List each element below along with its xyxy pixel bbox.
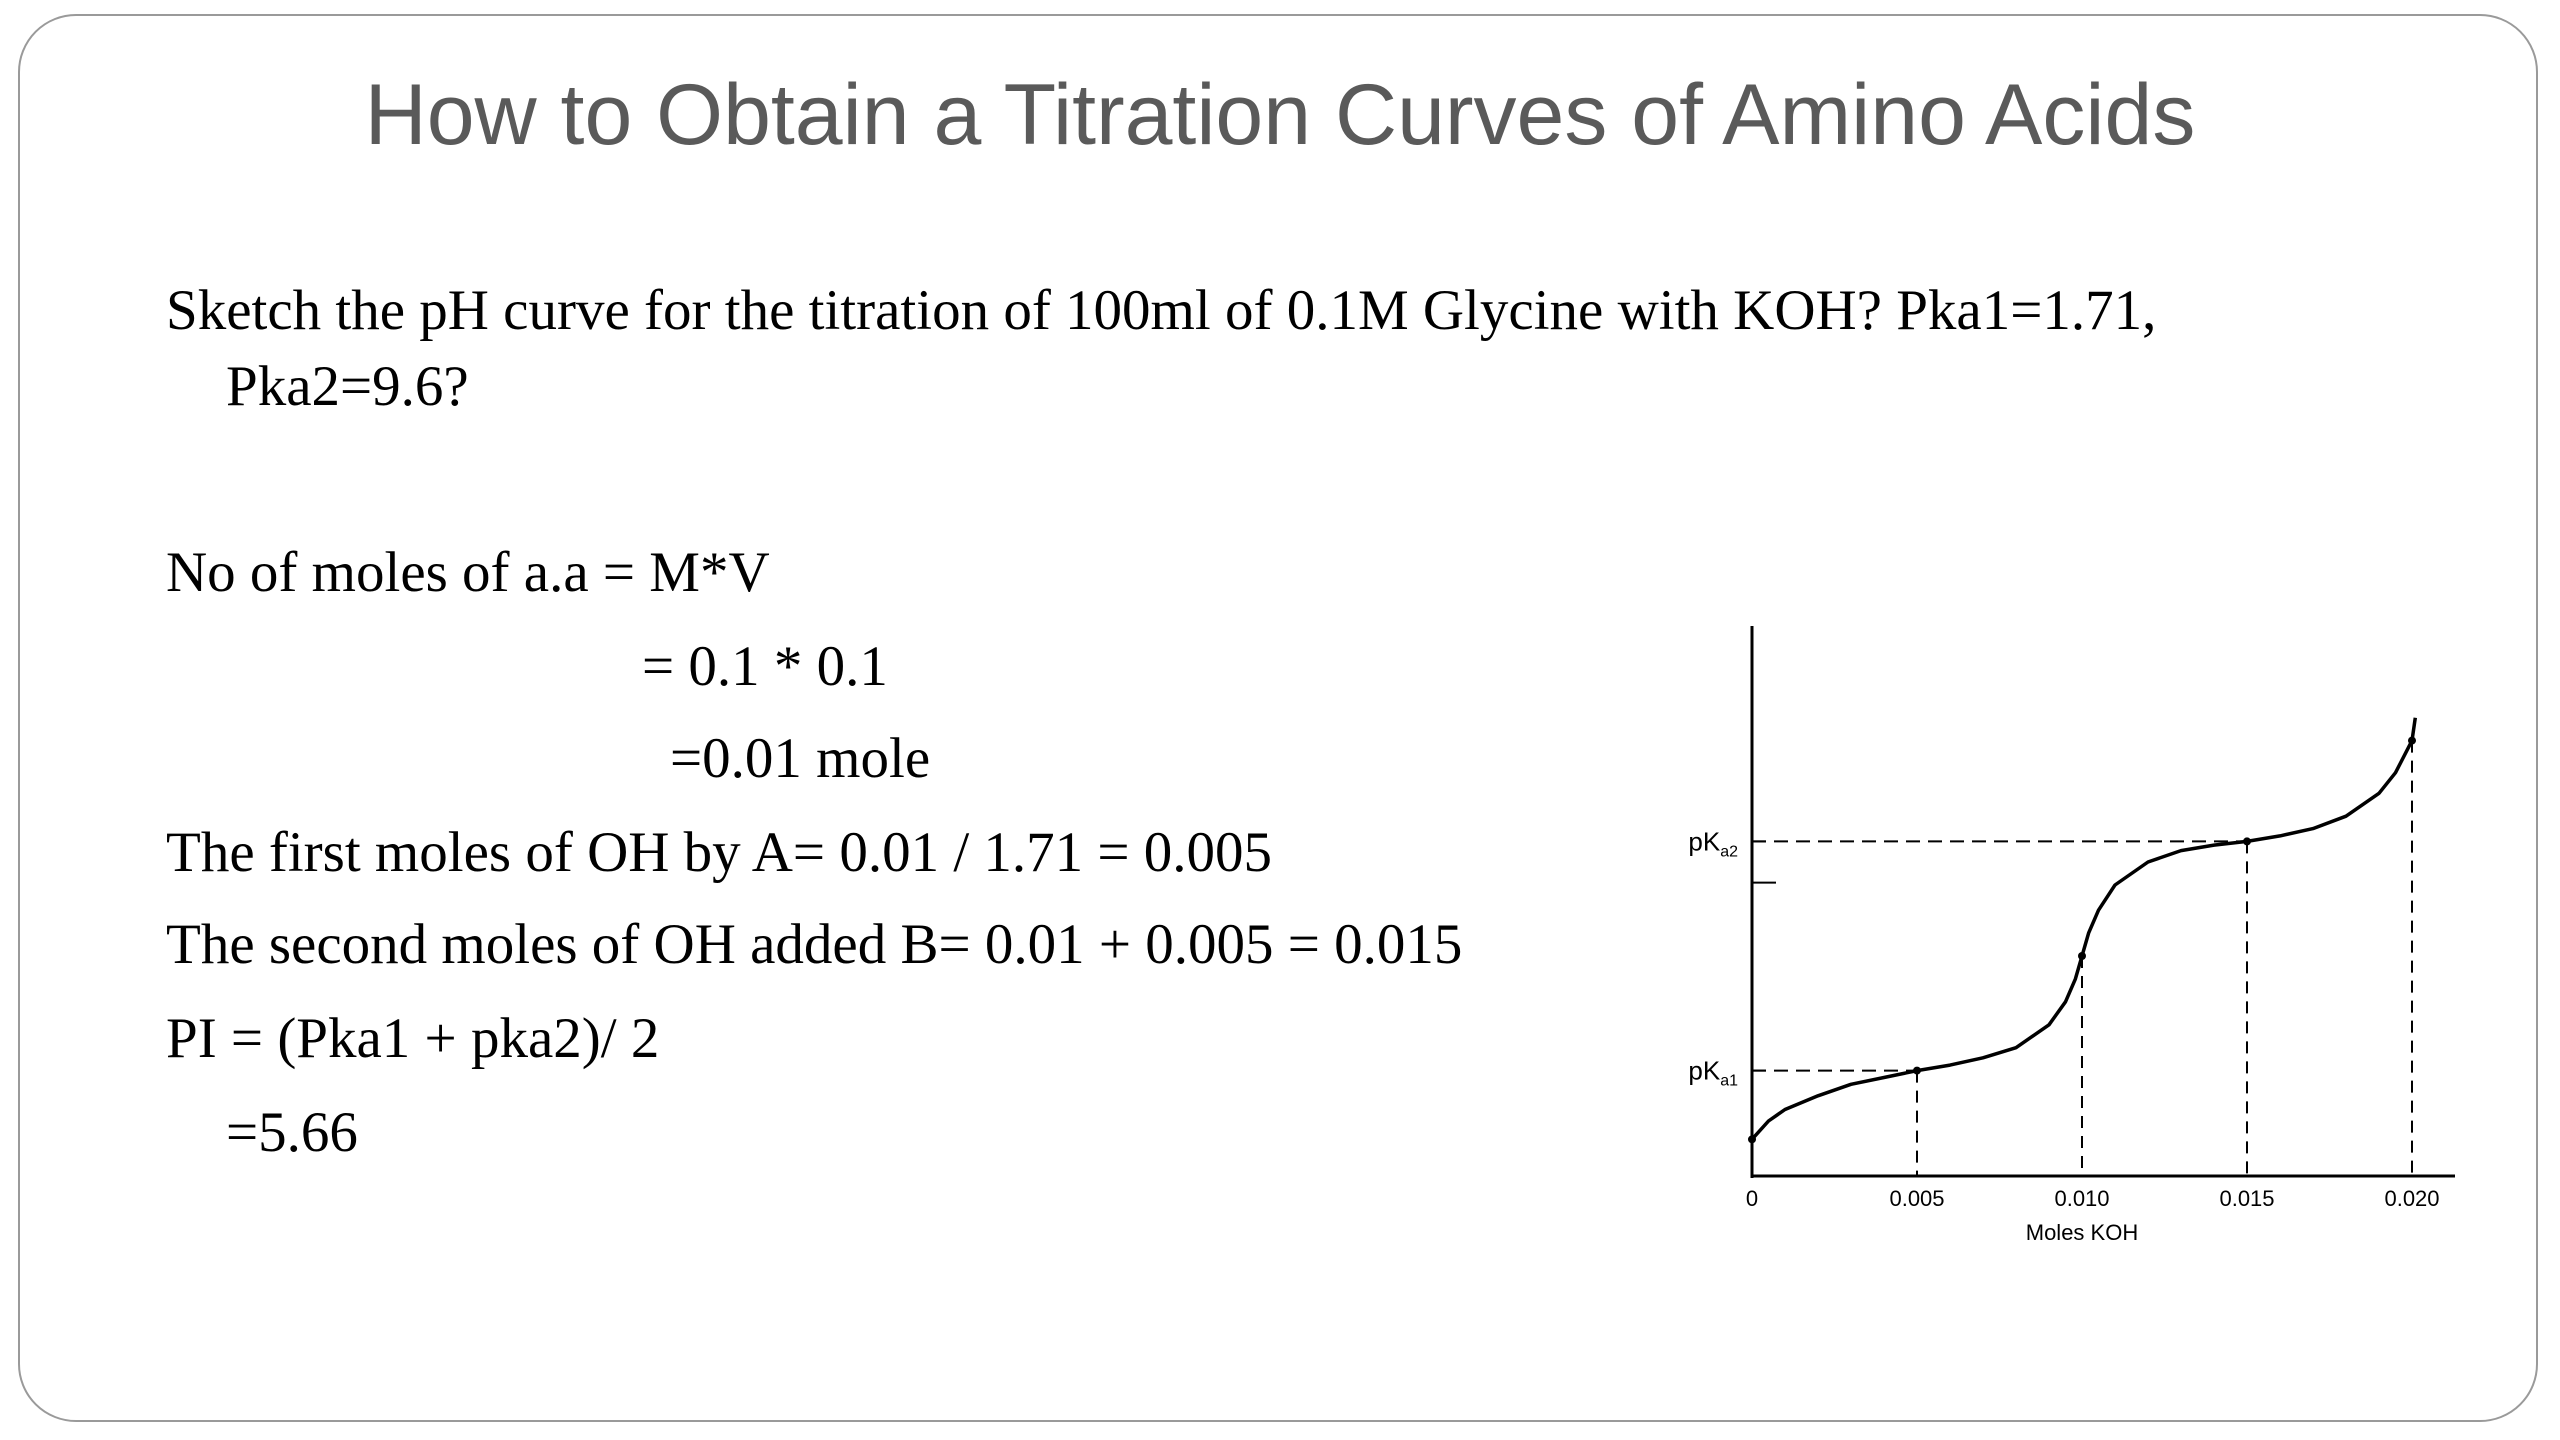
x-tick-label-0: 0 (1746, 1186, 1758, 1211)
calc-line-pi-formula: PI = (Pka1 + pka2)/ 2 (166, 1007, 660, 1070)
curve-guide-point-0 (1913, 1066, 1921, 1075)
question-line-2: Pka2=9.6? (226, 355, 469, 418)
calc-line-pi-value: =5.66 (226, 1101, 358, 1164)
curve-start-point (1748, 1135, 1756, 1144)
curve-guide-point-2 (2243, 837, 2251, 846)
calc-line-moles: No of moles of a.a = M*V (166, 541, 770, 604)
question-line-1: Sketch the pH curve for the titration of… (166, 279, 2157, 342)
calc-line-result: =0.01 mole (670, 727, 931, 790)
x-tick-label-1: 0.005 (1889, 1186, 1944, 1211)
x-axis-label: Moles KOH (2026, 1220, 2138, 1245)
x-tick-label-3: 0.015 (2219, 1186, 2274, 1211)
titration-chart-svg: 0 0.005 0.010 0.015 0.020 Moles KOH pKa1 pKa2 (1688, 626, 2455, 1245)
x-tick-label-4: 0.020 (2384, 1186, 2439, 1211)
titration-chart: 0 0.005 0.010 0.015 0.020 Moles KOH pKa1 pKa2 (1660, 616, 2460, 1296)
pka2-label: pKa2 (1688, 826, 1738, 860)
titration-curve (1750, 717, 2418, 1141)
calc-line-product: = 0.1 * 0.1 (642, 635, 888, 698)
calc-line-second-oh: The second moles of OH added B= 0.01 + 0… (166, 913, 1463, 976)
curve-guide-point-3 (2408, 736, 2416, 745)
curve-guide-point-1 (2078, 952, 2086, 960)
slide-title: How to Obtain a Titration Curves of Amin… (364, 67, 2196, 163)
x-tick-label-2: 0.010 (2054, 1186, 2109, 1211)
calc-line-first-oh: The first moles of OH by A= 0.01 / 1.71 … (166, 821, 1273, 884)
slide-frame: How to Obtain a Titration Curves of Amin… (18, 14, 2538, 1422)
pka1-label: pKa1 (1688, 1056, 1738, 1090)
